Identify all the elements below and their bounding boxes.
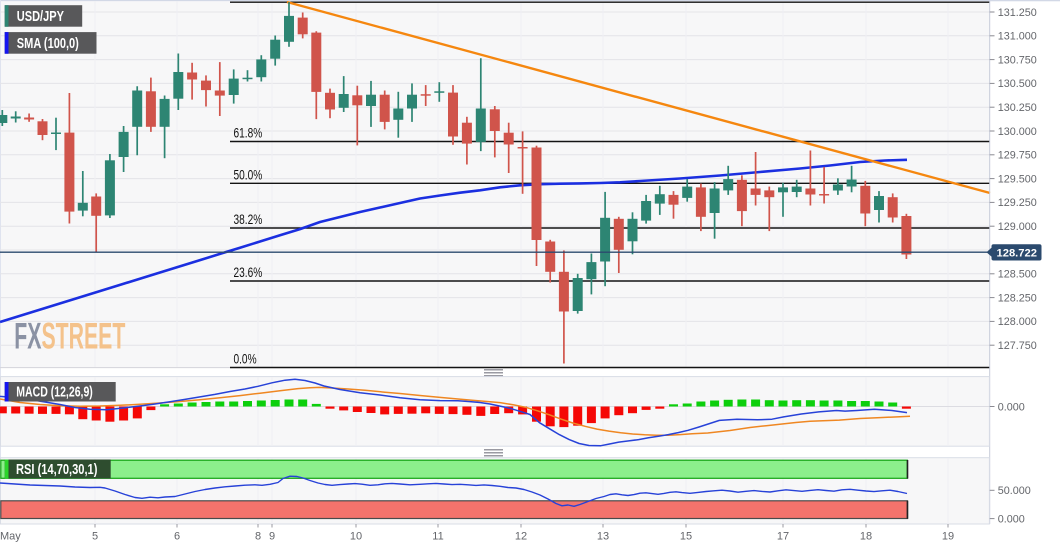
- svg-text:0.000: 0.000: [998, 513, 1025, 525]
- svg-text:USD/JPY: USD/JPY: [17, 7, 64, 24]
- svg-text:11: 11: [432, 531, 443, 543]
- svg-text:130.250: 130.250: [998, 102, 1037, 114]
- svg-text:18: 18: [860, 531, 872, 543]
- svg-text:128.250: 128.250: [998, 292, 1037, 304]
- svg-text:10: 10: [350, 531, 362, 543]
- svg-text:MACD (12,26,9): MACD (12,26,9): [16, 383, 93, 400]
- svg-text:38.2%: 38.2%: [234, 212, 263, 228]
- svg-text:129.250: 129.250: [998, 197, 1037, 209]
- svg-text:127.750: 127.750: [998, 340, 1037, 352]
- svg-text:RSI (14,70,30,1): RSI (14,70,30,1): [16, 460, 97, 477]
- svg-text:130.000: 130.000: [998, 126, 1037, 138]
- svg-text:0.000: 0.000: [998, 401, 1025, 413]
- svg-text:130.750: 130.750: [998, 54, 1037, 66]
- svg-text:5: 5: [92, 531, 98, 543]
- svg-text:129.750: 129.750: [998, 150, 1037, 162]
- svg-text:129.000: 129.000: [998, 221, 1037, 233]
- svg-text:128.000: 128.000: [998, 316, 1037, 328]
- svg-text:SMA (100,0): SMA (100,0): [17, 34, 79, 51]
- svg-text:May: May: [0, 531, 21, 543]
- svg-text:6: 6: [174, 531, 180, 543]
- svg-text:128.500: 128.500: [998, 269, 1037, 281]
- svg-text:19: 19: [942, 531, 954, 543]
- svg-text:0.0%: 0.0%: [234, 351, 257, 367]
- svg-text:130.500: 130.500: [998, 78, 1037, 90]
- svg-text:128.722: 128.722: [997, 247, 1037, 259]
- svg-text:129.500: 129.500: [998, 173, 1037, 185]
- svg-text:131.250: 131.250: [998, 7, 1037, 19]
- svg-text:23.6%: 23.6%: [234, 265, 263, 281]
- svg-text:50.0%: 50.0%: [234, 167, 263, 183]
- svg-text:12: 12: [515, 531, 527, 543]
- svg-text:13: 13: [597, 531, 609, 543]
- svg-text:9: 9: [269, 531, 275, 543]
- svg-text:15: 15: [680, 531, 692, 543]
- svg-text:131.000: 131.000: [998, 31, 1037, 43]
- svg-text:FXSTREET: FXSTREET: [14, 315, 125, 357]
- svg-text:50.000: 50.000: [998, 485, 1031, 497]
- svg-text:8: 8: [255, 531, 261, 543]
- svg-text:17: 17: [777, 531, 789, 543]
- svg-text:61.8%: 61.8%: [234, 125, 263, 141]
